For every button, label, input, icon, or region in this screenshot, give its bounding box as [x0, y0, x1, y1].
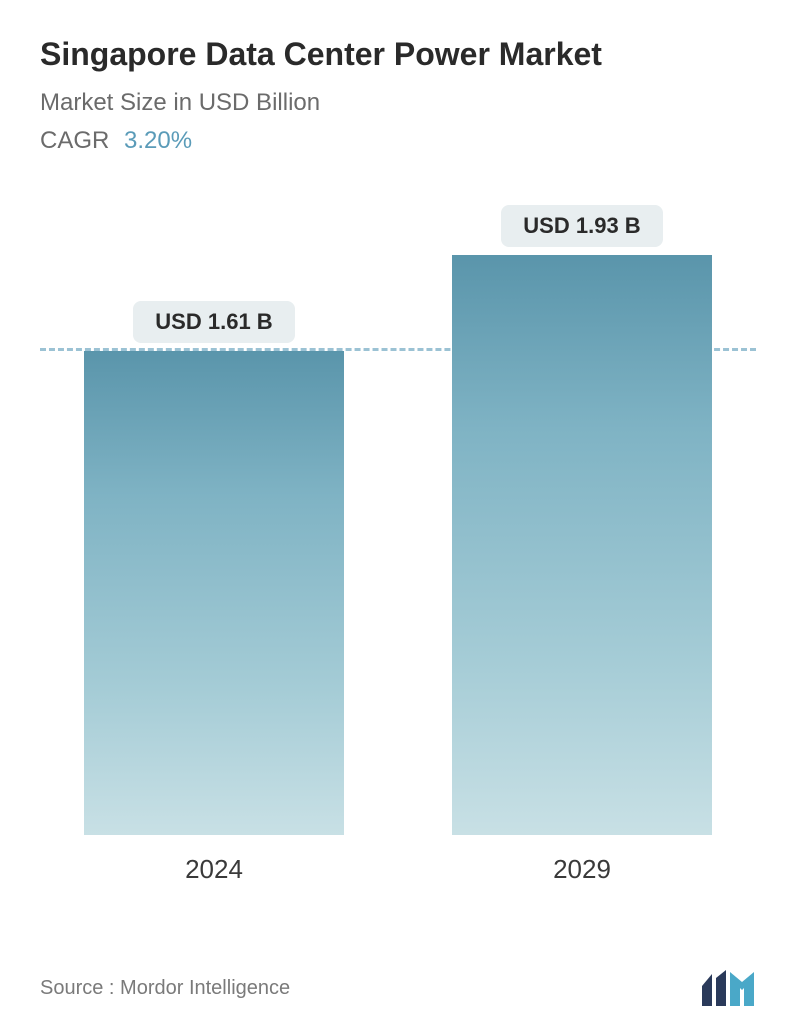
x-axis-labels: 2024 2029: [40, 854, 756, 885]
logo-bar-1: [702, 974, 712, 1006]
cagr-row: CAGR 3.20%: [40, 127, 756, 155]
cagr-value: 3.20%: [124, 127, 192, 154]
logo-bar-3: [730, 972, 754, 1006]
bar: [84, 351, 344, 835]
chart-title: Singapore Data Center Power Market: [40, 36, 756, 73]
bar: [452, 255, 712, 835]
bar-group: USD 1.61 B: [84, 301, 344, 835]
bar-value-badge: USD 1.61 B: [133, 301, 294, 343]
x-axis-label: 2024: [84, 854, 344, 885]
bars-row: USD 1.61 B USD 1.93 B: [40, 205, 756, 835]
footer: Source : Mordor Intelligence: [40, 968, 756, 1008]
bar-value-badge: USD 1.93 B: [501, 205, 662, 247]
chart-area: USD 1.61 B USD 1.93 B 2024 2029: [40, 205, 756, 885]
source-text: Source : Mordor Intelligence: [40, 977, 290, 1000]
chart-subtitle: Market Size in USD Billion: [40, 89, 756, 117]
cagr-label: CAGR: [40, 127, 109, 154]
mordor-logo: [700, 968, 756, 1008]
logo-bar-2: [716, 970, 726, 1006]
bar-group: USD 1.93 B: [452, 205, 712, 835]
x-axis-label: 2029: [452, 854, 712, 885]
